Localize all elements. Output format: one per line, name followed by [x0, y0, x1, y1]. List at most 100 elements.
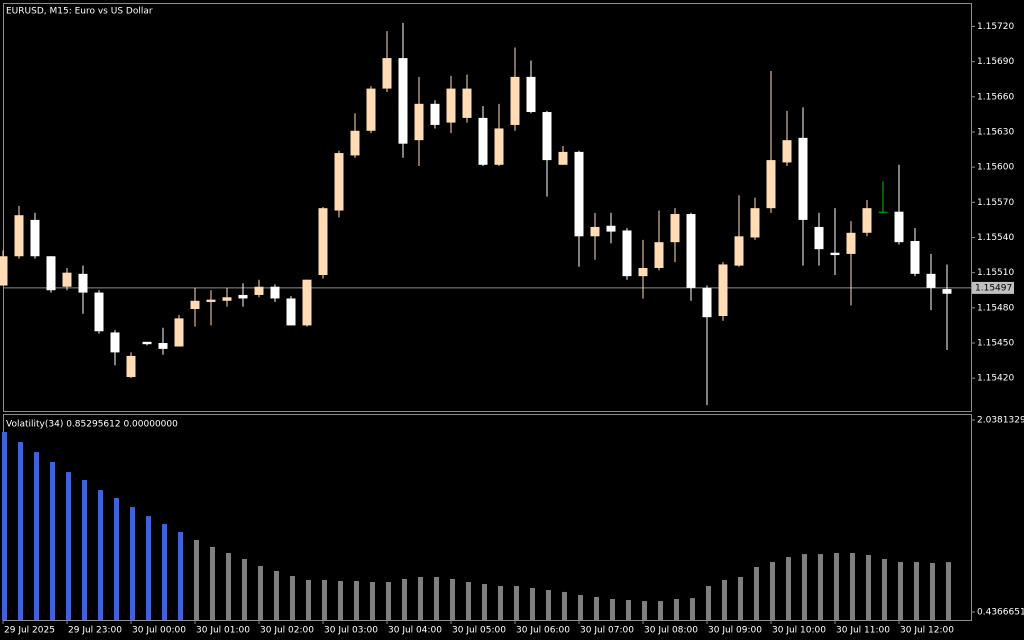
- bar: [818, 554, 823, 620]
- bar: [162, 523, 167, 620]
- bar: [386, 581, 391, 620]
- x-tick-label: 30 Jul 00:00: [132, 626, 186, 636]
- y-tick-label: 2.03813292: [977, 416, 1024, 426]
- candle-body: [110, 332, 120, 353]
- candle-body: [430, 103, 440, 125]
- x-tick-label: 30 Jul 10:00: [772, 626, 826, 636]
- candle-body: [254, 286, 264, 295]
- candle-body: [558, 151, 568, 165]
- bar: [210, 546, 215, 620]
- candle-body: [766, 160, 776, 209]
- x-tick-label: 30 Jul 05:00: [452, 626, 506, 636]
- y-tick-label: 1.15720: [977, 22, 1014, 32]
- y-tick-label: 1.15480: [977, 303, 1014, 313]
- candle-body: [590, 226, 600, 237]
- bar: [530, 587, 535, 620]
- bar: [578, 595, 583, 620]
- y-tick-label: 1.15600: [977, 163, 1014, 173]
- candle-body: [158, 343, 168, 349]
- bar: [546, 590, 551, 620]
- bar: [450, 579, 455, 620]
- y-tick-label: 1.15450: [977, 339, 1014, 349]
- bar: [242, 558, 247, 620]
- candle-body: [94, 292, 104, 332]
- candle-body: [0, 256, 8, 286]
- bar: [834, 552, 839, 620]
- bar: [306, 579, 311, 620]
- candle-body: [494, 128, 504, 165]
- bar: [290, 576, 295, 620]
- bar: [434, 576, 439, 620]
- bar: [226, 552, 231, 620]
- x-tick-label: 30 Jul 08:00: [644, 626, 698, 636]
- candle-body: [878, 211, 888, 213]
- bar: [322, 579, 327, 620]
- y-tick-label: 1.15630: [977, 127, 1014, 137]
- y-tick-label: 0.43666514: [977, 608, 1024, 618]
- candle-body: [366, 88, 376, 131]
- bar: [754, 567, 759, 620]
- bar: [194, 540, 199, 620]
- candle-body: [286, 298, 296, 326]
- bar: [66, 472, 71, 620]
- bar: [594, 596, 599, 620]
- candle-body: [398, 58, 408, 144]
- candle-body: [350, 130, 360, 156]
- candle-body: [238, 294, 248, 299]
- candle-body: [782, 140, 792, 163]
- bar: [786, 557, 791, 620]
- candle-body: [190, 300, 200, 309]
- bar: [34, 452, 39, 620]
- candle-body: [318, 208, 328, 275]
- candle-body: [670, 214, 680, 243]
- x-tick-label: 29 Jul 23:00: [68, 626, 122, 636]
- candle-body: [478, 117, 488, 165]
- bar: [642, 601, 647, 620]
- candle-body: [446, 88, 456, 123]
- candle-body: [814, 226, 824, 250]
- candle-body: [830, 252, 840, 256]
- candle-body: [414, 103, 424, 141]
- bar: [370, 581, 375, 620]
- bar: [562, 591, 567, 620]
- candle-body: [46, 256, 56, 291]
- candle-body: [222, 297, 232, 301]
- bar: [898, 561, 903, 620]
- bar: [338, 581, 343, 620]
- candle-body: [30, 219, 40, 257]
- bar: [658, 601, 663, 620]
- bar: [274, 570, 279, 620]
- candle-body: [606, 225, 616, 232]
- candle-body: [894, 211, 904, 243]
- bar: [866, 555, 871, 620]
- candle-body: [910, 241, 920, 274]
- candle-body: [526, 76, 536, 113]
- bar: [882, 558, 887, 620]
- x-tick-label: 30 Jul 04:00: [388, 626, 442, 636]
- bar: [706, 585, 711, 620]
- bar: [418, 576, 423, 620]
- bar: [626, 599, 631, 620]
- candle-body: [926, 273, 936, 288]
- candle-body: [942, 289, 952, 294]
- bar: [930, 563, 935, 620]
- bar: [482, 584, 487, 620]
- x-tick-label: 30 Jul 01:00: [196, 626, 250, 636]
- bar: [354, 581, 359, 620]
- bar: [82, 479, 87, 620]
- candle-body: [142, 341, 152, 345]
- bar: [50, 461, 55, 620]
- x-tick-label: 30 Jul 07:00: [580, 626, 634, 636]
- price-panel: [3, 3, 972, 412]
- candle-body: [462, 88, 472, 118]
- candle-body: [270, 286, 280, 299]
- candle-body: [862, 208, 872, 233]
- y-tick-label: 1.15690: [977, 57, 1014, 67]
- x-tick-label: 30 Jul 12:00: [900, 626, 954, 636]
- candle-body: [62, 272, 72, 287]
- x-tick-label: 30 Jul 09:00: [708, 626, 762, 636]
- bar: [946, 562, 951, 620]
- bar: [146, 516, 151, 620]
- candle-body: [750, 208, 760, 238]
